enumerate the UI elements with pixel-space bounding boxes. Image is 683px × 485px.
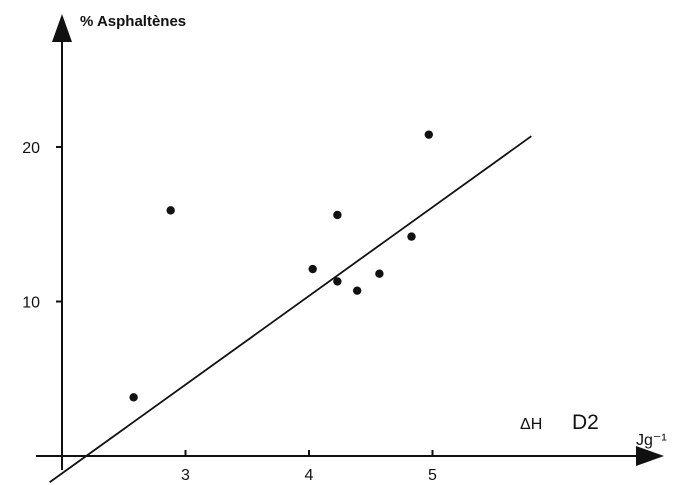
data-point-2 — [166, 206, 175, 215]
y-axis-label: % Asphaltènes — [80, 13, 186, 30]
data-point-7 — [375, 269, 384, 278]
y-axis-arrowhead — [52, 14, 72, 42]
data-point-8 — [407, 232, 416, 241]
x-tick-label-4: 4 — [305, 467, 314, 484]
y-tick-label-20: 20 — [22, 140, 40, 157]
data-point-6 — [352, 286, 362, 295]
regression-line — [49, 135, 532, 483]
data-point-9 — [424, 130, 433, 139]
x-tick-label-5: 5 — [428, 467, 437, 484]
x-tick-label-3: 3 — [181, 467, 190, 484]
data-point-5 — [333, 277, 342, 286]
x-axis-label-delta-h: ΔH — [520, 416, 542, 433]
x-axis-unit-label: Jg⁻¹ — [636, 432, 667, 449]
x-axis-arrowhead — [636, 446, 664, 466]
y-tick-label-10: 10 — [22, 295, 40, 312]
x-axis-label-d2: D2 — [572, 411, 599, 434]
data-point-1 — [129, 393, 138, 402]
data-point-4 — [333, 210, 342, 220]
data-point-3 — [308, 264, 317, 274]
